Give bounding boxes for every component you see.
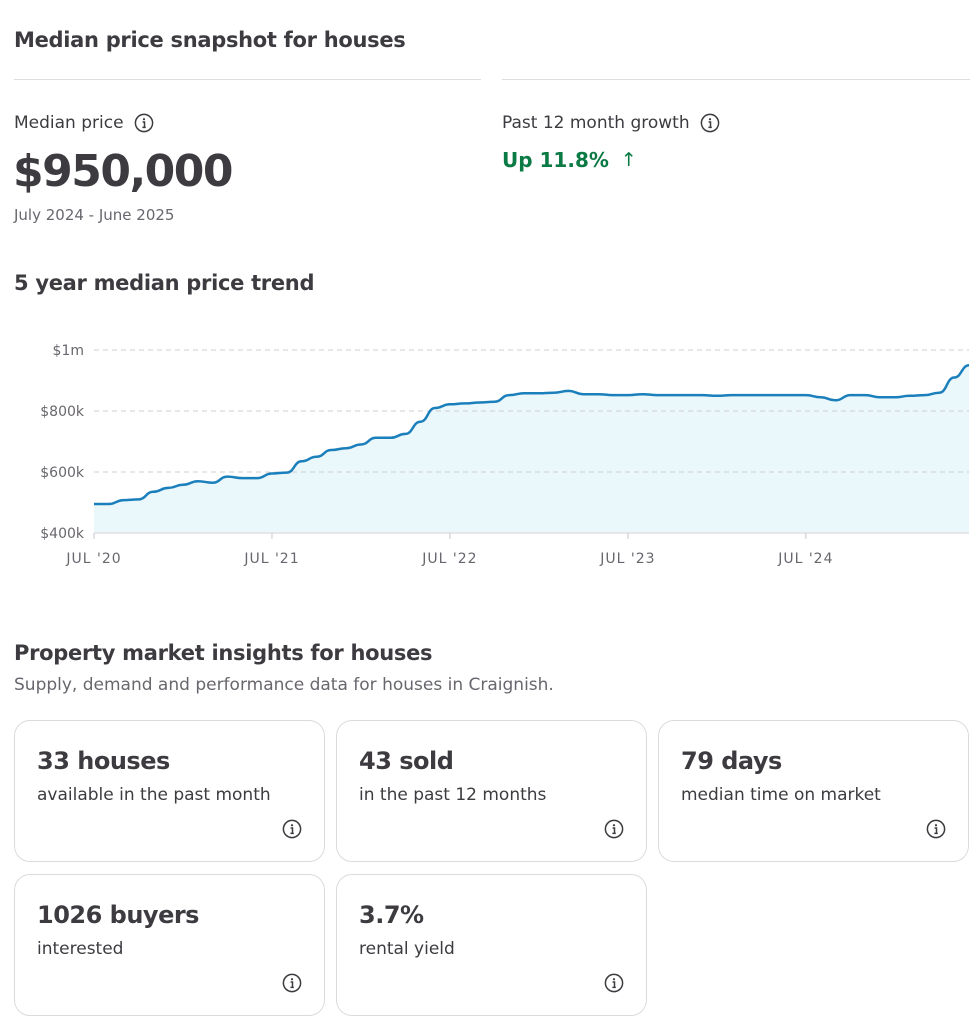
info-icon[interactable] xyxy=(926,819,946,839)
card-description: rental yield xyxy=(359,939,455,959)
trend-title: 5 year median price trend xyxy=(14,271,315,295)
y-tick-label: $1m xyxy=(53,343,84,359)
card-description: interested xyxy=(37,939,124,959)
median-price-label: Median price xyxy=(14,113,154,133)
x-tick-label: JUL '23 xyxy=(599,551,655,567)
insight-card-days-on-market: 79 days median time on market xyxy=(658,720,969,862)
divider xyxy=(502,79,970,80)
card-description: median time on market xyxy=(681,785,881,805)
insights-title: Property market insights for houses xyxy=(14,641,433,665)
card-value: 3.7% xyxy=(359,901,424,929)
info-icon[interactable] xyxy=(604,973,624,993)
snapshot-title: Median price snapshot for houses xyxy=(14,28,406,52)
growth-value-text: Up 11.8% xyxy=(502,148,609,172)
info-icon[interactable] xyxy=(134,113,154,133)
card-value: 33 houses xyxy=(37,747,170,775)
median-price-period: July 2024 - June 2025 xyxy=(14,206,175,224)
median-price-value: $950,000 xyxy=(13,146,234,197)
card-value: 79 days xyxy=(681,747,782,775)
arrow-up-icon: ↑ xyxy=(620,149,637,171)
card-value: 1026 buyers xyxy=(37,901,199,929)
info-icon[interactable] xyxy=(604,819,624,839)
info-icon[interactable] xyxy=(282,973,302,993)
growth-label-text: Past 12 month growth xyxy=(502,113,690,133)
growth-value: Up 11.8% ↑ xyxy=(502,148,637,172)
divider xyxy=(14,79,481,80)
info-icon[interactable] xyxy=(700,113,720,133)
growth-label: Past 12 month growth xyxy=(502,113,720,133)
median-price-label-text: Median price xyxy=(14,113,124,133)
x-tick-label: JUL '20 xyxy=(65,551,121,567)
card-value: 43 sold xyxy=(359,747,454,775)
x-tick-label: JUL '22 xyxy=(421,551,477,567)
insight-card-sold: 43 sold in the past 12 months xyxy=(336,720,647,862)
insights-subtitle: Supply, demand and performance data for … xyxy=(14,675,554,695)
y-tick-label: $600k xyxy=(40,465,85,481)
card-description: available in the past month xyxy=(37,785,271,805)
insight-card-buyers: 1026 buyers interested xyxy=(14,874,325,1016)
x-tick-label: JUL '21 xyxy=(243,551,299,567)
series-line xyxy=(94,364,970,506)
card-description: in the past 12 months xyxy=(359,785,547,805)
x-tick-label: JUL '24 xyxy=(777,551,833,567)
insight-card-rental-yield: 3.7% rental yield xyxy=(336,874,647,1016)
area-fill xyxy=(94,365,969,533)
y-tick-label: $400k xyxy=(40,526,85,542)
insight-card-available: 33 houses available in the past month xyxy=(14,720,325,862)
price-trend-chart: $1m $800k $600k $400k JUL '20 JUL '21 JUL '22 J… xyxy=(40,343,970,567)
y-tick-label: $800k xyxy=(40,404,85,420)
info-icon[interactable] xyxy=(282,819,302,839)
